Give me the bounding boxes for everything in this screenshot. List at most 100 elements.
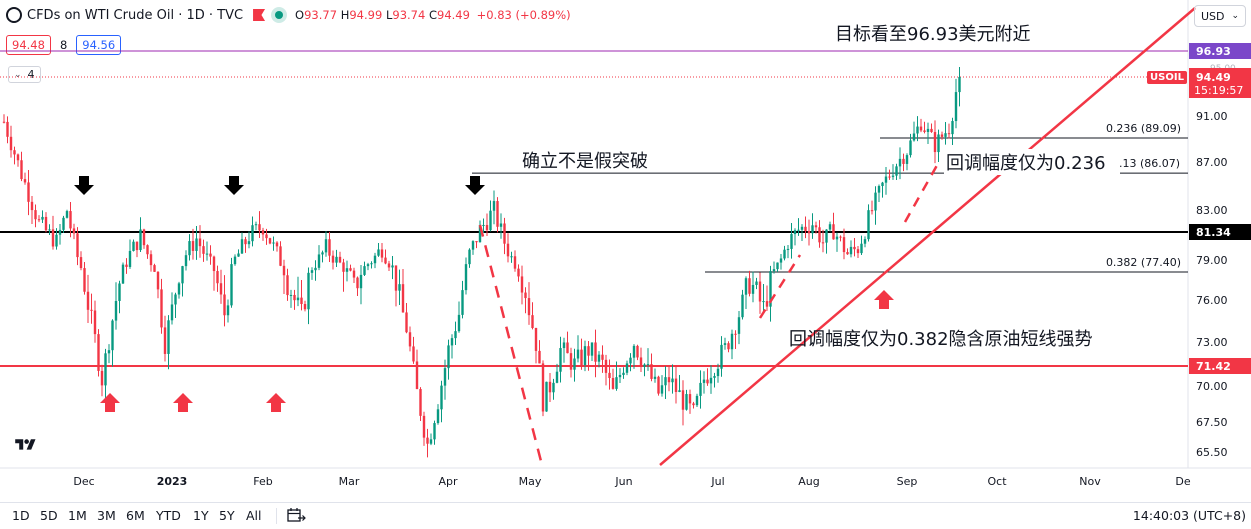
chart-canvas[interactable]: 91.00 87.00 83.00 79.00 76.00 73.00 70.00 67.50…: [0, 0, 1251, 502]
candle-body: [657, 376, 660, 394]
candle-body: [818, 227, 821, 243]
fib-label-0236: 0.236 (89.09): [1106, 122, 1181, 135]
candle-body: [296, 297, 300, 301]
timeframe-1y-button[interactable]: 1Y: [193, 508, 209, 523]
candle-body: [443, 368, 447, 386]
candle-body: [737, 317, 741, 334]
candle-body: [503, 223, 506, 244]
timeframe-5y-button[interactable]: 5Y: [219, 508, 235, 523]
candle-body: [422, 415, 426, 438]
candle-body: [212, 256, 216, 272]
candle-body: [499, 223, 503, 227]
candle-body: [699, 382, 702, 396]
candle-body: [128, 250, 132, 267]
candle-body: [384, 257, 387, 264]
timeframe-1m-button[interactable]: 1M: [68, 508, 87, 523]
candle-body: [331, 255, 335, 263]
candle-body: [744, 278, 748, 295]
candle-body: [219, 283, 223, 295]
candle-body: [664, 377, 667, 386]
candle-body: [72, 228, 76, 234]
candle-body: [34, 210, 37, 220]
symbol-title[interactable]: CFDs on WTI Crude Oil · 1D · TVC: [27, 7, 244, 23]
annotation-pullback-0382: 回调幅度仅为0.382隐含原油短线强势: [789, 329, 1093, 350]
sell-button[interactable]: 94.48: [6, 35, 51, 55]
candle-body: [380, 249, 384, 258]
candle-body: [786, 248, 790, 250]
candle-body: [240, 239, 244, 254]
candle-body: [615, 377, 618, 389]
candle-body: [765, 301, 769, 307]
candle-body: [783, 249, 786, 259]
candle-body: [352, 270, 356, 278]
timeframe-6m-button[interactable]: 6M: [126, 508, 145, 523]
candle-body: [450, 338, 454, 346]
candle-body: [363, 266, 366, 275]
candle-body: [153, 265, 156, 272]
candle-body: [727, 343, 730, 350]
timeframe-3m-button[interactable]: 3M: [97, 508, 116, 523]
annotation-target: 目标看至96.93美元附近: [835, 24, 1031, 45]
buy-button[interactable]: 94.56: [76, 35, 122, 55]
candle-body: [454, 331, 457, 339]
candle-body: [650, 364, 653, 379]
candle-body: [919, 126, 923, 131]
candle-body: [923, 130, 926, 132]
x-tick-label: 2023: [157, 475, 188, 488]
level-price-tag: [1189, 43, 1251, 59]
candle-body: [170, 304, 174, 321]
y-tick-label: 67.50: [1196, 416, 1228, 429]
candle-body: [807, 230, 811, 234]
y-tick-label: 83.00: [1196, 204, 1228, 217]
timeframe-5d-button[interactable]: 5D: [40, 508, 58, 523]
candle-body: [846, 252, 849, 255]
candle-body: [713, 376, 716, 378]
candle-body: [524, 292, 527, 299]
x-tick-label: Apr: [438, 475, 458, 488]
indicators-toggle-button[interactable]: ⌄ 4: [8, 66, 41, 83]
candle-body: [951, 121, 954, 135]
date-range-icon[interactable]: [286, 507, 306, 524]
indicators-row: ⌄ 4: [8, 66, 41, 83]
timeframe-1d-button[interactable]: 1D: [12, 508, 30, 523]
timeframe-ytd-button[interactable]: YTD: [156, 508, 181, 523]
bar-countdown: 15:19:57: [1194, 84, 1243, 97]
candle-body: [27, 182, 30, 202]
candle-body: [583, 346, 587, 366]
tradingview-logo-icon[interactable]: [10, 437, 41, 453]
pullback-dashed-line-2: [903, 159, 942, 223]
candle-body: [254, 224, 258, 226]
level-price-tag-label: 81.34: [1196, 226, 1231, 239]
candle-body: [321, 252, 324, 255]
candle-body: [195, 238, 198, 251]
symbol-logo-icon: [6, 7, 22, 23]
candle-body: [272, 242, 275, 244]
candle-body: [303, 304, 307, 310]
candle-body: [125, 264, 128, 267]
flag-icon[interactable]: [253, 9, 266, 21]
candle-body: [576, 349, 580, 359]
candle-body: [188, 241, 191, 256]
candle-body: [926, 128, 930, 132]
candle-body: [464, 264, 468, 291]
candle-body: [510, 256, 513, 258]
candle-body: [863, 239, 867, 244]
candle-body: [177, 283, 181, 295]
candle-body: [506, 243, 510, 257]
candle-body: [377, 249, 380, 256]
candle-body: [335, 256, 338, 263]
candle-body: [755, 281, 758, 285]
candle-body: [944, 133, 947, 137]
candle-body: [426, 437, 429, 444]
candle-body: [888, 176, 891, 178]
candle-body: [702, 379, 706, 383]
close-value: 94.49: [437, 8, 470, 22]
clock-timezone[interactable]: 14:40:03 (UTC+8): [1132, 508, 1246, 523]
candle-body: [118, 283, 121, 301]
candle-body: [692, 403, 695, 406]
candle-body: [468, 249, 471, 265]
candle-body: [870, 210, 874, 212]
currency-select[interactable]: USD ⌄: [1194, 5, 1246, 27]
high-value: 94.99: [349, 8, 383, 22]
timeframe-all-button[interactable]: All: [246, 508, 262, 523]
